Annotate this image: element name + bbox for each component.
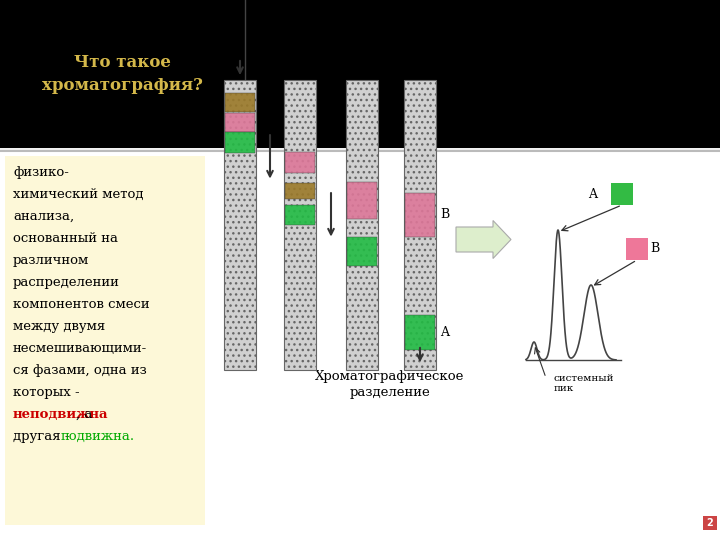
Text: 2: 2: [706, 518, 714, 528]
Text: распределении: распределении: [13, 276, 120, 289]
Bar: [284, 80, 316, 370]
Bar: [703, 516, 717, 530]
Bar: [346, 80, 378, 370]
Bar: [225, 113, 255, 132]
Bar: [405, 193, 435, 237]
Bar: [285, 205, 315, 225]
Bar: [0, 151, 720, 540]
Text: B: B: [440, 208, 449, 221]
Text: которых -: которых -: [13, 386, 80, 399]
Bar: [347, 181, 377, 219]
Text: подвижна.: подвижна.: [61, 430, 135, 443]
Bar: [0, 0, 720, 148]
Text: Что такое
хроматография?: Что такое хроматография?: [42, 54, 203, 94]
Bar: [611, 183, 633, 205]
Text: A + B: A + B: [222, 65, 254, 75]
Bar: [225, 132, 255, 152]
Text: другая -: другая -: [13, 430, 73, 443]
Bar: [225, 93, 255, 112]
Bar: [285, 183, 315, 199]
Text: различном: различном: [13, 254, 89, 267]
Bar: [224, 80, 256, 370]
Text: физико-: физико-: [13, 166, 69, 179]
Bar: [347, 237, 377, 266]
Text: A: A: [440, 326, 449, 339]
Text: B: B: [650, 242, 660, 255]
Text: A: A: [588, 187, 597, 200]
Text: Хроматографическое
разделение: Хроматографическое разделение: [315, 370, 464, 399]
Text: основанный на: основанный на: [13, 232, 118, 245]
Text: неподвижна: неподвижна: [13, 408, 109, 421]
Text: компонентов смеси: компонентов смеси: [13, 298, 150, 311]
Text: ся фазами, одна из: ся фазами, одна из: [13, 364, 147, 377]
Bar: [5, 156, 205, 525]
Text: , а: , а: [76, 408, 92, 421]
Text: химический метод: химический метод: [13, 188, 143, 201]
FancyArrow shape: [456, 220, 511, 259]
Text: между двумя: между двумя: [13, 320, 105, 333]
Text: анализа,: анализа,: [13, 210, 74, 223]
Text: несмешивающими-: несмешивающими-: [13, 342, 148, 355]
Text: системный
пик: системный пик: [554, 374, 614, 394]
Bar: [626, 238, 648, 260]
Bar: [404, 80, 436, 370]
Bar: [405, 315, 435, 350]
Bar: [285, 152, 315, 173]
